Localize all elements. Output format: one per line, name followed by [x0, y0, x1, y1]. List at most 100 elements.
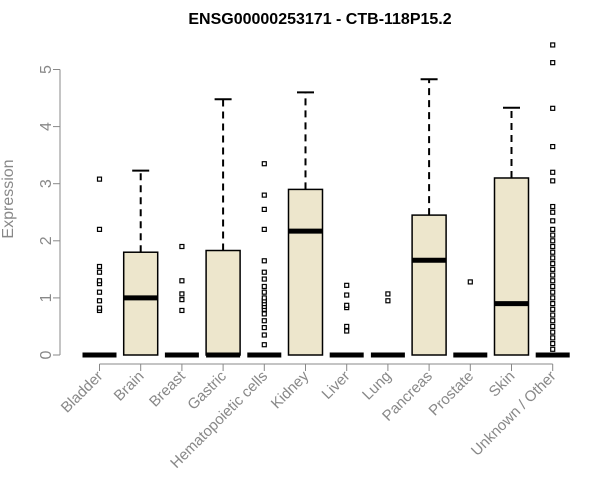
x-tick-label: Breast	[146, 367, 189, 410]
outlier-point	[179, 297, 185, 303]
x-tick-label: Lung	[359, 368, 395, 404]
box-pancreas	[411, 78, 447, 356]
outlier-point	[550, 261, 556, 267]
y-axis: 0 1 2 3 4 5	[38, 65, 61, 359]
x-tick-label: Bladder	[58, 368, 107, 417]
outlier-point	[550, 318, 556, 324]
box-body	[287, 188, 324, 356]
outlier-point	[261, 318, 267, 324]
outlier-point	[261, 324, 267, 331]
box-liver	[329, 282, 364, 358]
box-breast	[164, 243, 199, 358]
outlier-point	[550, 323, 556, 330]
y-axis-label: Expression	[0, 159, 17, 238]
outlier-point	[550, 335, 556, 341]
y-tick-label: 2	[38, 236, 55, 245]
outlier-point	[261, 342, 267, 348]
outlier-point	[261, 269, 267, 275]
outlier-point	[550, 42, 556, 48]
outlier-point	[550, 226, 556, 232]
outlier-point	[179, 307, 185, 314]
box-body	[205, 249, 241, 356]
outlier-point	[261, 226, 267, 232]
outlier-point	[550, 289, 556, 295]
outlier-point	[550, 238, 556, 244]
outlier-point	[96, 305, 103, 311]
outlier-point	[550, 249, 556, 255]
outlier-point	[261, 192, 267, 198]
outlier-point	[550, 169, 556, 175]
outlier-point	[261, 295, 267, 301]
outlier-point	[344, 292, 350, 298]
outlier-point	[550, 346, 556, 352]
box-prostate	[453, 279, 488, 358]
outlier-point	[550, 266, 556, 272]
outlier-point	[344, 323, 350, 330]
box-bladder	[82, 176, 117, 358]
outlier-point	[96, 289, 103, 295]
outlier-point	[550, 329, 556, 335]
x-tick-label: Kidney	[268, 367, 313, 412]
box-unknown-other	[535, 42, 570, 358]
outlier-point	[550, 209, 556, 215]
y-tick-label: 3	[38, 179, 55, 188]
outlier-point	[179, 243, 185, 250]
outlier-point	[550, 203, 556, 210]
outlier-point	[550, 306, 556, 312]
outlier-point	[550, 272, 556, 278]
y-tick-label: 0	[38, 350, 55, 359]
x-tick-label: Prostate	[426, 368, 478, 420]
outlier-point	[385, 291, 391, 297]
x-tick-label: Liver	[319, 368, 354, 403]
outlier-point	[261, 161, 267, 167]
outlier-point	[96, 176, 103, 182]
outlier-point	[550, 278, 556, 284]
outlier-point	[550, 312, 556, 318]
x-tick-label: Skin	[486, 368, 519, 401]
box-body	[122, 251, 159, 356]
outlier-point	[179, 278, 185, 284]
outlier-point	[261, 276, 267, 282]
outlier-point	[550, 295, 556, 301]
outlier-point	[550, 218, 556, 224]
outlier-point	[96, 263, 103, 270]
box-hematopoietic-cells	[247, 161, 282, 358]
box-skin	[493, 106, 530, 356]
outlier-point	[550, 105, 556, 111]
outlier-point	[261, 206, 267, 212]
outlier-point	[550, 232, 556, 238]
outlier-point	[550, 283, 556, 290]
outlier-point	[261, 258, 267, 264]
outlier-point	[550, 178, 556, 184]
outlier-point	[550, 301, 556, 307]
box-brain	[122, 169, 159, 356]
box-lung	[370, 291, 405, 358]
box-gastric	[205, 98, 241, 358]
outlier-point	[96, 269, 103, 275]
box-series	[82, 42, 570, 358]
chart-title: ENSG00000253171 - CTB-118P15.2	[188, 11, 451, 28]
y-tick-label: 1	[38, 293, 55, 302]
outlier-point	[550, 255, 556, 261]
box-kidney	[287, 91, 324, 356]
outlier-point	[385, 298, 391, 304]
outlier-point	[550, 243, 556, 250]
outlier-point	[96, 298, 103, 304]
outlier-point	[261, 332, 267, 338]
box-body	[411, 214, 447, 356]
y-tick-label: 5	[38, 65, 55, 74]
outlier-point	[550, 340, 556, 347]
outlier-point	[344, 282, 350, 288]
outlier-point	[261, 311, 267, 317]
outlier-point	[179, 291, 185, 297]
outlier-point	[96, 278, 103, 284]
outlier-point	[550, 143, 556, 150]
y-tick-label: 4	[38, 122, 55, 131]
outlier-point	[96, 226, 103, 232]
outlier-point	[550, 60, 556, 66]
outlier-point	[344, 328, 350, 334]
outlier-point	[344, 302, 350, 308]
x-tick-label: Brain	[111, 368, 148, 405]
